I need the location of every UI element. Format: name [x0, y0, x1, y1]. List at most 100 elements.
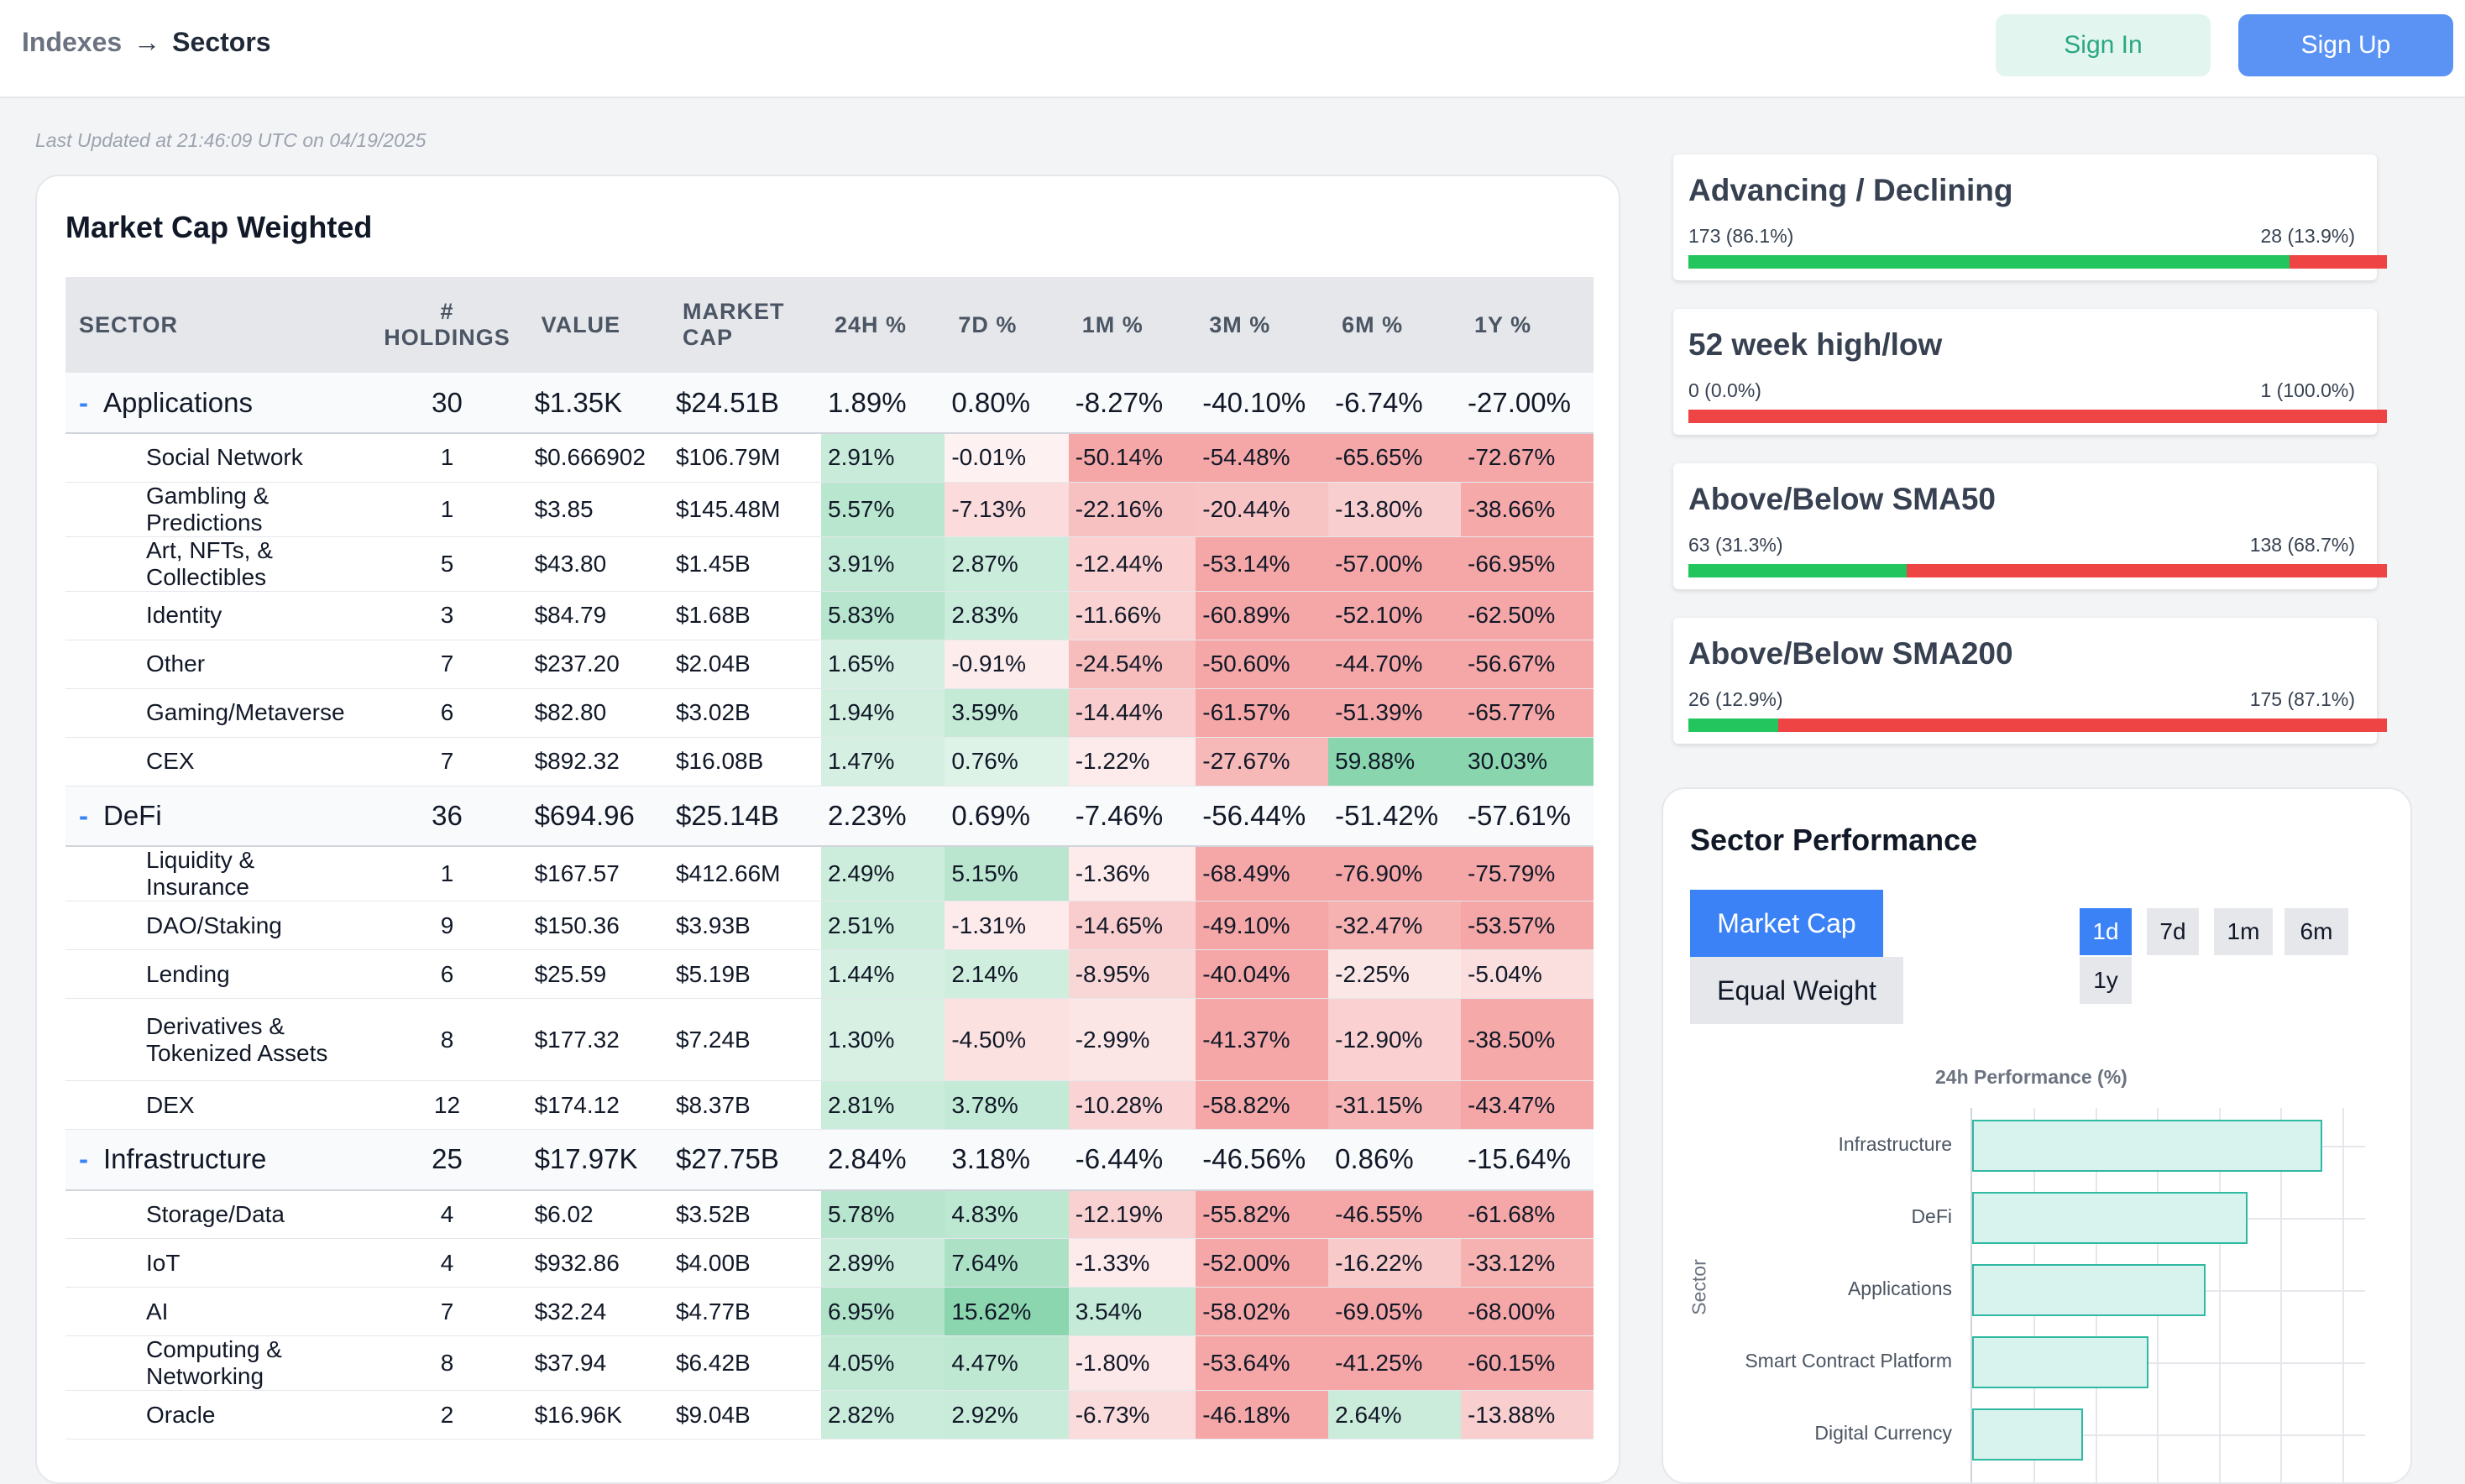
subsector-market-cap: $1.68B	[668, 591, 821, 640]
chart-bar[interactable]	[1972, 1264, 2206, 1316]
subsector-m1-percent: -14.44%	[1068, 688, 1196, 738]
subsector-holdings: 6	[366, 688, 528, 738]
table-row[interactable]: Art, NFTs, & Collectibles 5 $43.80 $1.45B 3.…	[65, 536, 1594, 592]
header-7d[interactable]: 7D %	[945, 277, 1069, 373]
sector-group-row[interactable]: - Applications 30 $1.35K $24.51B 1.89% 0.80% -8…	[65, 373, 1594, 434]
subsector-m1-percent: -14.65%	[1068, 901, 1196, 950]
subsector-h24-percent: 4.05%	[821, 1335, 945, 1391]
subsector-value: $82.80	[527, 688, 669, 738]
subsector-market-cap: $16.08B	[668, 737, 821, 786]
subsector-name[interactable]: Identity	[65, 591, 367, 640]
header-1y[interactable]: 1Y %	[1461, 277, 1594, 373]
timeframe-1d-button[interactable]: 1d	[2080, 908, 2132, 955]
table-row[interactable]: Gambling & Predictions 1 $3.85 $145.48M 5.57…	[65, 482, 1594, 537]
breadcrumb-indexes-link[interactable]: Indexes	[22, 27, 123, 57]
sign-up-button[interactable]: Sign Up	[2238, 14, 2453, 76]
subsector-m1-percent: -12.44%	[1068, 536, 1196, 592]
chart-bar[interactable]	[1972, 1408, 2084, 1460]
subsector-name[interactable]: Gaming/Metaverse	[65, 688, 367, 738]
breadth-metric-card: Above/Below SMA50 63 (31.3%) 138 (68.7%)	[1673, 463, 2387, 589]
metric-ratio-bar	[1688, 255, 2387, 269]
subsector-name[interactable]: Art, NFTs, & Collectibles	[65, 536, 367, 592]
subsector-name[interactable]: Derivatives & Tokenized Assets	[65, 998, 367, 1081]
chart-row-gridline	[1972, 1362, 2365, 1364]
subsector-name[interactable]: Social Network	[65, 433, 367, 483]
subsector-h24-percent: 2.91%	[821, 433, 945, 483]
subsector-m6-percent: -51.39%	[1328, 688, 1462, 738]
chart-title: 24h Performance (%)	[1935, 1066, 2127, 1088]
collapse-toggle-icon[interactable]: -	[79, 386, 88, 418]
timeframe-7d-button[interactable]: 7d	[2147, 908, 2199, 955]
table-row[interactable]: Computing & Networking 8 $37.94 $6.42B 4.05%…	[65, 1335, 1594, 1391]
subsector-name[interactable]: Other	[65, 640, 367, 689]
subsector-d7-percent: -4.50%	[945, 998, 1069, 1081]
subsector-name[interactable]: Oracle	[65, 1390, 367, 1440]
group-m6-percent: -6.74%	[1328, 373, 1462, 434]
group-name-cell[interactable]: - Applications	[65, 373, 367, 434]
subsector-name[interactable]: CEX	[65, 737, 367, 786]
subsector-d7-percent: 15.62%	[945, 1287, 1069, 1336]
subsector-holdings: 6	[366, 949, 528, 999]
timeframe-1y-button[interactable]: 1y	[2080, 957, 2132, 1004]
sector-group-row[interactable]: - Infrastructure 25 $17.97K $27.75B 2.84% 3.18…	[65, 1129, 1594, 1191]
group-name-cell[interactable]: - DeFi	[65, 786, 367, 847]
table-row[interactable]: Other 7 $237.20 $2.04B 1.65% -0.91% -24.54% -50…	[65, 640, 1594, 689]
sector-group-row[interactable]: - DeFi 36 $694.96 $25.14B 2.23% 0.69% -7.46% -56…	[65, 786, 1594, 847]
header-holdings[interactable]: # HOLDINGS	[366, 277, 528, 373]
table-row[interactable]: Social Network 1 $0.666902 $106.79M 2.91% -0.…	[65, 433, 1594, 483]
subsector-name[interactable]: IoT	[65, 1238, 367, 1288]
subsector-name[interactable]: Lending	[65, 949, 367, 999]
collapse-toggle-icon[interactable]: -	[79, 1143, 88, 1175]
table-row[interactable]: DAO/Staking 9 $150.36 $3.93B 2.51% -1.31% -14.…	[65, 901, 1594, 950]
subsector-holdings: 1	[366, 846, 528, 901]
table-row[interactable]: Identity 3 $84.79 $1.68B 5.83% 2.83% -11.66% -6…	[65, 591, 1594, 640]
market-cap-weighting-button[interactable]: Market Cap	[1690, 890, 1883, 957]
metric-title: Advancing / Declining	[1688, 173, 2013, 207]
group-d7-percent: 0.80%	[945, 373, 1069, 434]
group-value: $694.96	[527, 786, 669, 847]
header-6m[interactable]: 6M %	[1328, 277, 1462, 373]
group-name-cell[interactable]: - Infrastructure	[65, 1129, 367, 1191]
table-row[interactable]: CEX 7 $892.32 $16.08B 1.47% 0.76% -1.22% -27.67…	[65, 737, 1594, 786]
subsector-name[interactable]: Storage/Data	[65, 1189, 367, 1239]
timeframe-6m-button[interactable]: 6m	[2284, 908, 2348, 955]
header-1m[interactable]: 1M %	[1068, 277, 1196, 373]
header-market-cap[interactable]: MARKET CAP	[668, 277, 821, 373]
subsector-name[interactable]: Computing & Networking	[65, 1335, 367, 1391]
subsector-holdings: 8	[366, 1335, 528, 1391]
table-row[interactable]: Storage/Data 4 $6.02 $3.52B 5.78% 4.83% -12.19…	[65, 1189, 1594, 1239]
timeframe-1m-button[interactable]: 1m	[2214, 908, 2273, 955]
table-row[interactable]: Oracle 2 $16.96K $9.04B 2.82% 2.92% -6.73% -46.…	[65, 1390, 1594, 1440]
subsector-d7-percent: -0.91%	[945, 640, 1069, 689]
subsector-name[interactable]: DAO/Staking	[65, 901, 367, 950]
subsector-m3-percent: -46.18%	[1196, 1390, 1329, 1440]
chart-bar[interactable]	[1972, 1120, 2323, 1172]
subsector-name[interactable]: Gambling & Predictions	[65, 482, 367, 537]
table-row[interactable]: AI 7 $32.24 $4.77B 6.95% 15.62% 3.54% -58.02% -6…	[65, 1287, 1594, 1336]
group-m1-percent: -7.46%	[1068, 786, 1196, 847]
subsector-y1-percent: -38.50%	[1461, 998, 1594, 1081]
table-row[interactable]: DEX 12 $174.12 $8.37B 2.81% 3.78% -10.28% -58.8…	[65, 1080, 1594, 1130]
subsector-value: $0.666902	[527, 433, 669, 483]
table-row[interactable]: Derivatives & Tokenized Assets 8 $177.32 $7…	[65, 998, 1594, 1081]
subsector-name[interactable]: Liquidity & Insurance	[65, 846, 367, 901]
equal-weight-button[interactable]: Equal Weight	[1690, 957, 1903, 1024]
sign-in-button[interactable]: Sign In	[1996, 14, 2211, 76]
chart-category-label: Infrastructure	[1838, 1133, 1953, 1155]
subsector-m3-percent: -58.82%	[1196, 1080, 1329, 1130]
chart-bar[interactable]	[1972, 1192, 2248, 1244]
header-24h[interactable]: 24H %	[821, 277, 945, 373]
table-row[interactable]: Liquidity & Insurance 1 $167.57 $412.66M 2.4…	[65, 846, 1594, 901]
table-row[interactable]: Lending 6 $25.59 $5.19B 1.44% 2.14% -8.95% -40.…	[65, 949, 1594, 999]
chart-bar[interactable]	[1972, 1336, 2149, 1388]
collapse-toggle-icon[interactable]: -	[79, 799, 88, 831]
table-row[interactable]: IoT 4 $932.86 $4.00B 2.89% 7.64% -1.33% -52.00%…	[65, 1238, 1594, 1288]
subsector-name[interactable]: DEX	[65, 1080, 367, 1130]
subsector-holdings: 12	[366, 1080, 528, 1130]
header-3m[interactable]: 3M %	[1196, 277, 1329, 373]
header-sector[interactable]: SECTOR	[65, 277, 367, 373]
subsector-name[interactable]: AI	[65, 1287, 367, 1336]
subsector-m6-percent: -46.55%	[1328, 1189, 1462, 1239]
table-row[interactable]: Gaming/Metaverse 6 $82.80 $3.02B 1.94% 3.59% -…	[65, 688, 1594, 738]
header-value[interactable]: VALUE	[527, 277, 669, 373]
